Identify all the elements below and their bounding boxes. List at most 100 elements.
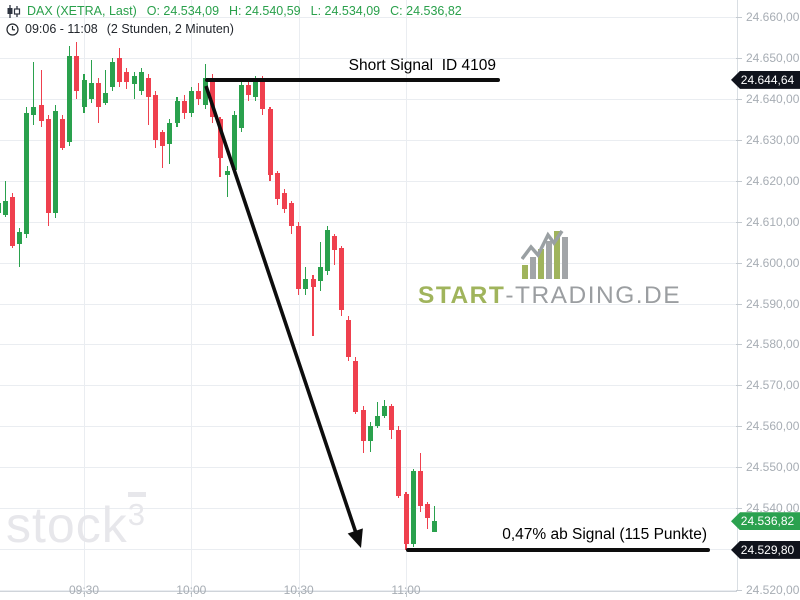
grid-line-h [0,262,737,264]
grid-line-h [0,57,737,59]
candle-09:52 [160,131,166,146]
candle-09:14 [24,113,30,234]
candle-09:24 [60,119,65,148]
time-axis-label: 11:00 [391,583,421,597]
brand-watermark: START-TRADING.DE [418,227,680,310]
grid-line-h [0,385,737,387]
candle-09:38 [110,62,116,87]
candle-wick [104,70,107,105]
price-axis-label: 24.640,00 [746,91,800,106]
candle-09:54 [167,123,173,144]
candle-10:46 [353,360,359,412]
instrument-name[interactable]: DAX (XETRA, Last) [27,4,137,18]
candle-11:00 [403,493,409,544]
time-axis-label: 10:00 [176,583,207,597]
candle-wick [133,72,135,99]
session-time: 09:06 - 11:08 [25,22,98,36]
candle-10:18 [253,80,259,97]
candle-11:02 [410,471,416,544]
session-duration: (2 Stunden, 2 Minuten) [106,22,234,36]
brand-logo-icon [521,230,568,279]
time-axis-tick [406,591,407,597]
candle-10:54 [382,405,387,416]
price-axis-label: 24.610,00 [746,214,800,229]
measure-line [406,547,710,552]
price-axis-label: 24.570,00 [746,378,800,393]
candle-10:30 [296,225,302,290]
candle-10:52 [374,416,380,427]
price-axis-label: 24.560,00 [746,419,800,434]
candle-10:14 [238,84,244,128]
price-axis-tick [736,467,742,469]
price-axis-tick [736,180,742,182]
time-axis-label: 10:30 [283,583,314,597]
candle-09:48 [145,78,151,97]
candle-09:58 [181,100,187,114]
stock3-text: stock [6,497,128,553]
price-axis-tick [736,17,742,18]
candle-10:34 [310,278,316,288]
grid-line-h [0,221,737,223]
price-axis-label: 24.660,00 [746,10,800,24]
chart-header: DAX (XETRA, Last) O: 24.534,09 H: 24.540… [6,4,462,36]
price-axis-tick [736,344,742,346]
candle-10:50 [367,426,373,441]
session-row: 09:06 - 11:08 (2 Stunden, 2 Minuten) [6,22,462,36]
grid-line-h [0,17,737,18]
ohlc-open: O: 24.534,09 [146,4,220,18]
candle-10:16 [246,84,252,95]
candle-wick [4,180,6,218]
candle-09:30 [81,80,87,107]
price-axis-tick [736,98,742,100]
candle-wick [162,129,164,169]
price-axis-label: 24.580,00 [746,337,800,352]
price-axis-label: 24.650,00 [746,50,800,65]
clock-icon [6,22,19,36]
price-badge: 24.644,64 [731,70,800,89]
stock3-superscript: 3 [127,492,146,532]
candle-09:06 [0,203,1,214]
brand-watermark-text: START-TRADING.DE [418,282,680,310]
price-axis-tick [736,590,742,591]
grid-line-h [0,180,737,182]
candle-09:42 [124,72,130,83]
candle-10:22 [267,109,273,175]
candle-09:40 [117,57,123,83]
price-axis-label: 24.630,00 [746,132,800,147]
candle-10:32 [303,278,309,290]
price-axis-label: 24.550,00 [746,460,800,475]
candle-09:50 [153,94,159,140]
candle-11:08 [432,521,438,533]
price-badge: 24.536,82 [731,512,800,531]
stock3-watermark: stock3 [6,492,146,554]
candle-wick [434,505,436,533]
candle-wick [147,74,149,126]
candle-wick [90,60,92,103]
grid-line-v [191,0,193,591]
candle-10:04 [203,78,209,105]
price-axis-label: 24.590,00 [746,296,800,311]
brand-gray-text: -TRADING.DE [505,282,682,309]
candle-09:10 [9,197,15,247]
brand-green-text: START [418,282,506,309]
candle-10:40 [331,236,337,251]
candle-10:24 [274,172,280,200]
price-axis-line [737,0,738,591]
candle-11:06 [425,504,430,519]
candle-09:18 [38,105,44,122]
candle-10:44 [346,319,352,357]
candle-wick [19,227,21,267]
candle-09:16 [31,107,37,116]
price-axis-label: 24.600,00 [746,255,800,270]
grid-line-h [0,549,737,551]
candle-wick [33,62,35,126]
time-axis-tick [191,591,193,597]
price-axis-tick [736,303,742,305]
price-badge: 24.529,80 [731,540,800,559]
grid-line-h [0,508,737,510]
price-axis-tick [736,385,742,387]
candle-10:56 [389,405,395,431]
grid-line-v [298,0,300,591]
ohlc-high: H: 24.540,59 [229,4,301,18]
